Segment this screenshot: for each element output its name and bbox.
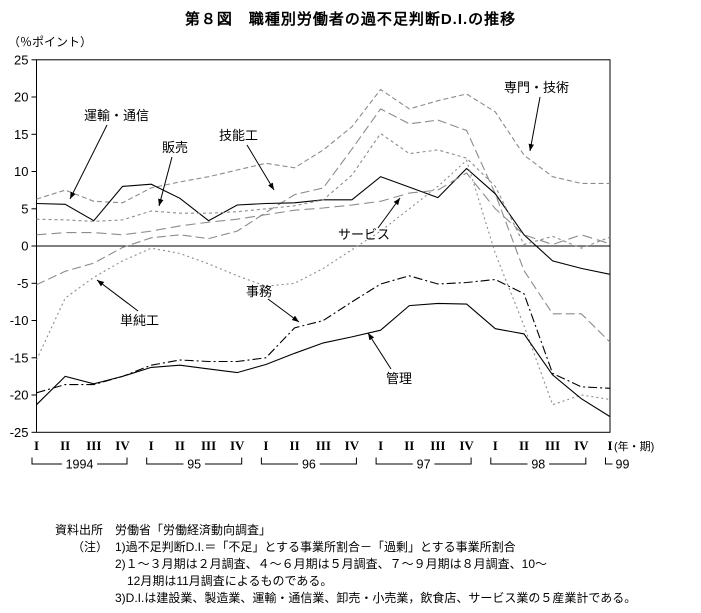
note-text-1: 1)過不足判断D.I.＝「不足」とする事業所割合－「過剰」とする事業所割合 bbox=[115, 540, 516, 554]
annotation-label-販売: 販売 bbox=[162, 140, 188, 155]
source-label: 資料出所 bbox=[55, 523, 104, 537]
annotation-label-技能工: 技能工 bbox=[219, 128, 258, 143]
note-row-2: 2)１～３月期は２月調査、４～６月期は５月調査、７～９月期は８月調査、10～ bbox=[0, 555, 701, 572]
x-quarter-label: III bbox=[545, 438, 560, 453]
x-quarter-label: III bbox=[430, 438, 445, 453]
x-quarter-label: II bbox=[404, 438, 414, 453]
annotation-label-単純工: 単純工 bbox=[120, 313, 159, 328]
annotation-label-専門・技術: 専門・技術 bbox=[504, 80, 569, 95]
source-text: 労働省「労働経済動向調査」 bbox=[115, 523, 272, 537]
annotation-arrow-サービス bbox=[377, 197, 401, 229]
year-label: 97 bbox=[417, 458, 431, 472]
year-bracket bbox=[490, 457, 528, 465]
x-quarter-label: II bbox=[60, 438, 70, 453]
annotation-arrow-専門・技術 bbox=[528, 96, 541, 152]
year-bracket bbox=[97, 457, 128, 465]
x-quarter-label: I bbox=[34, 438, 39, 453]
y-tick-label: -10 bbox=[10, 313, 29, 328]
year-bracket bbox=[205, 457, 243, 465]
annotation-arrow-事務 bbox=[267, 298, 300, 323]
annotation-label-サービス: サービス bbox=[338, 227, 390, 242]
x-quarter-label: II bbox=[519, 438, 529, 453]
source-and-notes: 資料出所 労働省「労働経済動向調査」 （注） 1)過不足判断D.I.＝「不足」と… bbox=[0, 521, 701, 606]
y-tick-label: 20 bbox=[14, 90, 28, 105]
x-quarter-label: I bbox=[378, 438, 383, 453]
series-運輸・通信 bbox=[36, 167, 611, 275]
x-quarter-label: III bbox=[316, 438, 331, 453]
x-quarter-label: IV bbox=[230, 438, 245, 453]
y-tick-label: 25 bbox=[14, 52, 28, 67]
x-quarter-label: IV bbox=[459, 438, 474, 453]
chart-title: 第８図 職種別労働者の過不足判断D.I.の推移 bbox=[184, 11, 517, 28]
annotation-arrow-運輸・通信 bbox=[69, 124, 108, 200]
year-label: 96 bbox=[302, 458, 316, 472]
year-bracket bbox=[434, 457, 472, 465]
annotation-arrow-管理 bbox=[367, 332, 392, 370]
note-text-3: 3)D.I.は建設業、製造業、運輸・通信業、卸売・小売業，飲食店、サービス業の５… bbox=[115, 591, 637, 605]
x-quarter-label: II bbox=[175, 438, 185, 453]
year-bracket bbox=[31, 457, 62, 465]
annotation-arrow-単純工 bbox=[96, 279, 139, 312]
series-サービス bbox=[36, 172, 611, 246]
annotation-arrow-販売 bbox=[158, 156, 173, 207]
x-quarter-label: III bbox=[86, 438, 101, 453]
y-tick-label: 5 bbox=[21, 201, 28, 216]
note-text-2: 2)１～３月期は２月調査、４～６月期は５月調査、７～９月期は８月調査、10～ bbox=[115, 557, 548, 571]
x-quarter-label: I bbox=[263, 438, 268, 453]
series-事務 bbox=[36, 275, 611, 394]
year-bracket bbox=[146, 457, 184, 465]
series-技能工 bbox=[36, 108, 611, 343]
x-quarter-label: IV bbox=[115, 438, 130, 453]
y-tick-label: -5 bbox=[17, 276, 29, 291]
series-専門・技術 bbox=[36, 88, 610, 204]
year-label: 1994 bbox=[66, 458, 94, 472]
x-quarter-label: I bbox=[493, 438, 498, 453]
note-row-3: 3)D.I.は建設業、製造業、運輸・通信業、卸売・小売業，飲食店、サービス業の５… bbox=[0, 589, 701, 606]
year-bracket bbox=[549, 457, 587, 465]
annotation-label-運輸・通信: 運輸・通信 bbox=[84, 108, 149, 123]
x-quarter-label: IV bbox=[345, 438, 360, 453]
series-管理 bbox=[36, 302, 611, 418]
note-label: （注） bbox=[72, 540, 109, 554]
note-text-2b: 12月期は11月調査によるものである。 bbox=[115, 574, 333, 588]
y-axis-unit-label: （％ポイント） bbox=[8, 35, 93, 49]
x-quarter-label: III bbox=[201, 438, 216, 453]
x-quarter-label: IV bbox=[574, 438, 589, 453]
annotation-arrow-技能工 bbox=[246, 144, 275, 191]
year-label: 98 bbox=[531, 458, 545, 472]
note-row-1: （注） 1)過不足判断D.I.＝「不足」とする事業所割合－「過剰」とする事業所割… bbox=[0, 538, 701, 555]
y-tick-label: -20 bbox=[10, 388, 29, 403]
year-bracket bbox=[260, 457, 299, 465]
y-tick-label: -15 bbox=[10, 350, 29, 365]
year-bracket bbox=[605, 457, 613, 465]
source-row: 資料出所 労働省「労働経済動向調査」 bbox=[0, 521, 701, 538]
year-bracket bbox=[319, 457, 357, 465]
series-販売 bbox=[36, 132, 611, 249]
x-quarter-label: II bbox=[290, 438, 300, 453]
y-tick-label: 10 bbox=[14, 164, 28, 179]
x-quarter-label: I bbox=[149, 438, 154, 453]
y-tick-label: 15 bbox=[14, 127, 28, 142]
x-quarter-label: I bbox=[607, 438, 612, 453]
series-単純工 bbox=[36, 159, 611, 406]
year-label: 95 bbox=[187, 458, 201, 472]
note-row-2b: 12月期は11月調査によるものである。 bbox=[0, 572, 701, 589]
year-label: 99 bbox=[616, 458, 630, 472]
x-axis-note: (年・期) bbox=[614, 439, 654, 453]
year-bracket bbox=[375, 457, 413, 465]
annotation-label-事務: 事務 bbox=[246, 284, 272, 299]
y-tick-label: -25 bbox=[10, 425, 29, 440]
y-tick-label: 0 bbox=[21, 239, 28, 254]
annotation-label-管理: 管理 bbox=[386, 371, 412, 386]
